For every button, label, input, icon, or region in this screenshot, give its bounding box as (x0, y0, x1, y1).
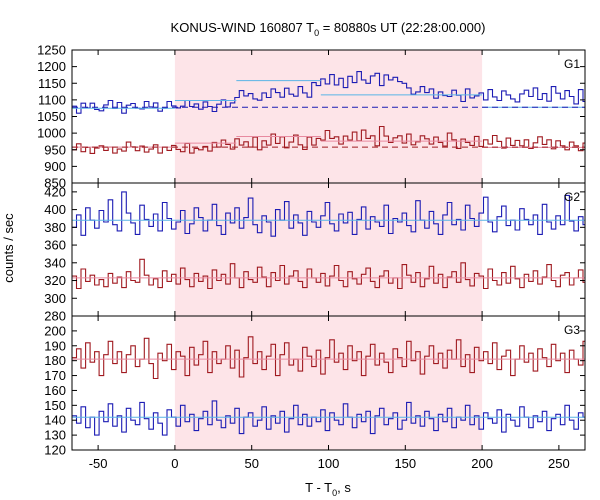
series-g3-0-histogram (72, 336, 585, 380)
panel-data-layer (72, 336, 585, 436)
shaded-interval (174, 183, 483, 316)
x-tick-label: 100 (318, 456, 340, 471)
y-tick-label: 950 (44, 142, 66, 157)
y-tick-label: 280 (44, 309, 66, 324)
panel-label-g3: G3 (564, 323, 580, 337)
y-tick-label: 140 (44, 413, 66, 428)
series-g2-0-histogram (72, 191, 585, 237)
y-tick-label: 1050 (37, 109, 66, 124)
plot-area: 850900950100010501100115012001250G128030… (37, 43, 586, 471)
x-tick-label: 150 (394, 456, 416, 471)
series-g1-3-histogram (72, 125, 585, 154)
panel-data-layer (72, 191, 585, 290)
y-tick-label: 850 (44, 176, 66, 191)
shaded-interval (174, 316, 483, 450)
x-tick-label: 0 (171, 456, 178, 471)
y-tick-label: 380 (44, 220, 66, 235)
x-tick-label: 200 (471, 456, 493, 471)
x-tick-label: 50 (244, 456, 258, 471)
y-tick-label: 320 (44, 273, 66, 288)
y-tick-label: 900 (44, 159, 66, 174)
series-g2-2-histogram (72, 258, 585, 290)
y-tick-label: 1250 (37, 43, 66, 58)
chart-title: KONUS-WIND 160807 T0 = 80880s UT (22:28:… (171, 20, 486, 38)
y-tick-label: 130 (44, 428, 66, 443)
y-tick-label: 150 (44, 398, 66, 413)
panel-data-layer (72, 71, 585, 154)
panel-label-g1: G1 (564, 57, 580, 71)
y-tick-label: 1200 (37, 59, 66, 74)
panel-label-g2: G2 (564, 190, 580, 204)
y-tick-label: 1000 (37, 126, 66, 141)
y-tick-label: 300 (44, 291, 66, 306)
y-tick-label: 340 (44, 255, 66, 270)
y-tick-label: 1150 (38, 76, 66, 91)
y-tick-label: 200 (44, 323, 66, 338)
x-tick-label: 250 (548, 456, 570, 471)
y-tick-label: 400 (44, 202, 66, 217)
y-tick-label: 190 (44, 338, 66, 353)
y-axis-label: counts / sec (1, 213, 16, 283)
y-tick-label: 120 (44, 443, 66, 458)
shaded-interval (174, 50, 483, 183)
y-tick-label: 1100 (38, 92, 66, 107)
y-tick-label: 360 (44, 238, 66, 253)
y-tick-label: 180 (44, 353, 66, 368)
y-tick-label: 160 (44, 383, 66, 398)
panel-g2: 280 300 320 340 360 380 400 420 G2 (44, 182, 586, 324)
y-tick-label: 420 (44, 184, 66, 199)
y-tick-label: 170 (44, 368, 66, 383)
series-g1-0-histogram (72, 71, 585, 114)
x-axis-label: T - T0, s (305, 480, 351, 498)
x-tick-label: -50 (89, 456, 108, 471)
